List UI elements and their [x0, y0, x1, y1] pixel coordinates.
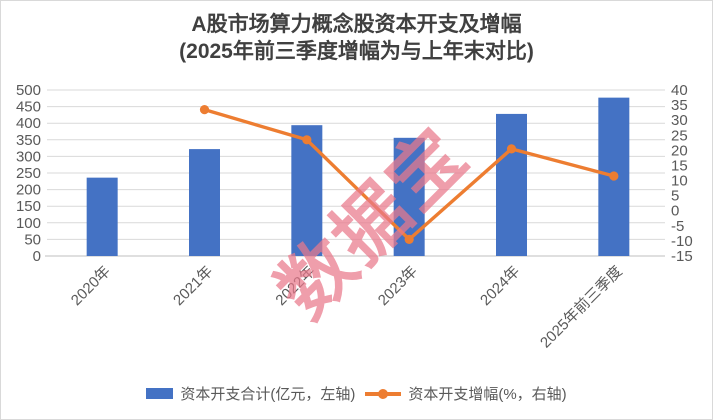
capex-bar — [496, 113, 527, 257]
legend-line-dot-swatch-icon — [365, 388, 402, 399]
x-axis-category-label: 2024年 — [477, 263, 523, 309]
left-axis-tick-label: 300 — [16, 148, 41, 165]
legend-item-growth: 资本开支增幅(%，右轴) — [365, 383, 567, 404]
left-axis-tick-label: 350 — [16, 132, 41, 149]
right-axis-tick-label: 35 — [671, 97, 688, 114]
growth-line-marker — [199, 105, 210, 115]
chart-title-line1: A股市场算力概念股资本开支及增幅 — [191, 13, 522, 36]
chart-title: A股市场算力概念股资本开支及增幅 (2025年前三季度增幅为与上年末对比) — [0, 11, 713, 65]
left-axis-tick-label: 150 — [16, 198, 41, 215]
growth-line-marker — [609, 171, 619, 181]
legend-line-marker-dot — [378, 388, 389, 399]
right-axis-tick-label: 5 — [671, 188, 679, 205]
legend-item-capex: 资本开支合计(亿元，左轴) — [146, 383, 355, 404]
right-axis-tick-label: 40 — [671, 82, 688, 99]
right-axis-tick-label: 10 — [671, 173, 688, 190]
right-axis-tick-label: 25 — [671, 127, 688, 144]
left-axis-tick-label: 200 — [16, 182, 41, 199]
left-axis-tick-label: 0 — [33, 248, 41, 265]
right-axis-tick-label: -10 — [671, 233, 693, 250]
left-axis-tick-label: 500 — [16, 82, 41, 99]
capex-bar — [291, 125, 323, 256]
capex-bar — [189, 149, 220, 256]
legend-label-growth: 资本开支增幅(%，右轴) — [408, 386, 567, 403]
growth-line-marker — [404, 234, 414, 244]
legend-label-capex: 资本开支合计(亿元，左轴) — [180, 386, 356, 403]
chart-title-line2: (2025年前三季度增幅为与上年末对比) — [179, 40, 534, 63]
capex-bar — [86, 177, 118, 256]
x-axis-category-label: 2020年 — [68, 263, 114, 309]
growth-line-marker — [302, 135, 312, 145]
growth-line-marker — [506, 144, 517, 154]
right-axis-tick-label: -15 — [671, 248, 693, 265]
right-axis-tick-label: 20 — [671, 142, 688, 159]
x-axis-category-label: 2021年 — [170, 263, 216, 309]
x-axis-category-label: 2022年 — [272, 263, 318, 309]
left-axis-tick-label: 100 — [16, 215, 41, 232]
legend: 资本开支合计(亿元，左轴) 资本开支增幅(%，右轴) — [0, 383, 713, 404]
x-axis-category-label: 2023年 — [375, 263, 421, 309]
left-axis-tick-label: 250 — [16, 165, 41, 182]
left-axis-tick-label: 450 — [16, 99, 41, 116]
right-axis-tick-label: -5 — [671, 218, 684, 235]
x-axis-category-label: 2025年前三季度 — [537, 263, 626, 352]
right-axis-tick-label: 30 — [671, 112, 688, 129]
left-axis-tick-label: 50 — [24, 231, 41, 248]
left-axis-tick-label: 400 — [16, 115, 41, 132]
right-axis-tick-label: 0 — [671, 203, 679, 220]
legend-bar-swatch-icon — [146, 388, 174, 399]
right-axis-tick-label: 15 — [671, 157, 688, 174]
